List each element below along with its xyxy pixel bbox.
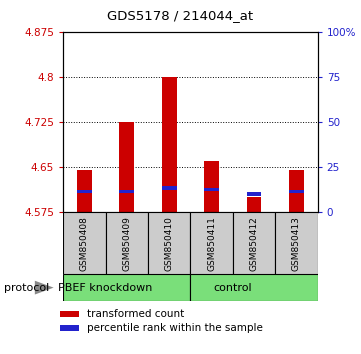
Text: transformed count: transformed count [87, 309, 184, 319]
Text: GSM850412: GSM850412 [249, 216, 258, 271]
Text: GDS5178 / 214044_at: GDS5178 / 214044_at [108, 9, 253, 22]
Bar [247, 198, 261, 212]
Text: GSM850409: GSM850409 [122, 216, 131, 271]
Bar [275, 212, 318, 274]
Text: percentile rank within the sample: percentile rank within the sample [87, 323, 263, 333]
Bar [60, 325, 79, 331]
Bar [77, 189, 92, 193]
Bar [119, 122, 134, 212]
Text: GSM850410: GSM850410 [165, 216, 174, 271]
Text: GSM850413: GSM850413 [292, 216, 301, 271]
Text: GSM850408: GSM850408 [80, 216, 89, 271]
Bar [162, 77, 177, 212]
Bar [191, 212, 233, 274]
Text: PBEF knockdown: PBEF knockdown [58, 282, 153, 293]
Bar [148, 212, 191, 274]
Bar [162, 186, 177, 189]
Bar [60, 311, 79, 317]
Text: GSM850411: GSM850411 [207, 216, 216, 271]
Text: protocol: protocol [4, 282, 49, 293]
Text: control: control [214, 282, 252, 293]
Bar [204, 188, 219, 191]
Bar [63, 212, 105, 274]
Bar [289, 189, 304, 193]
Bar [191, 274, 318, 301]
Bar [105, 212, 148, 274]
Bar [233, 212, 275, 274]
Bar [63, 274, 191, 301]
Polygon shape [35, 281, 53, 295]
Bar [77, 170, 92, 212]
Bar [289, 170, 304, 212]
Bar [247, 192, 261, 195]
Bar [204, 161, 219, 212]
Bar [119, 189, 134, 193]
